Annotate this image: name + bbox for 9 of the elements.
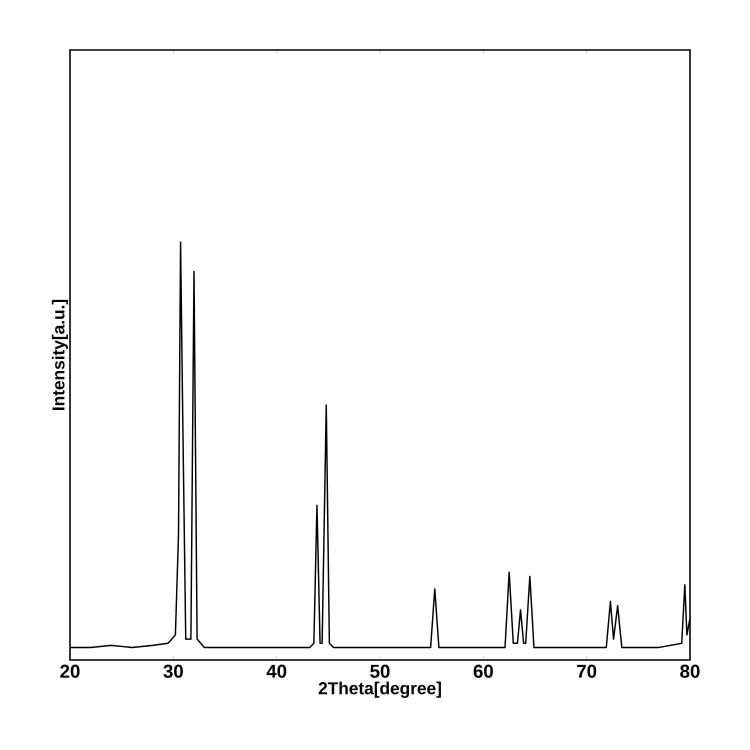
- x-tick-label: 50: [370, 664, 390, 678]
- x-tick-label: 40: [266, 664, 286, 678]
- x-tick-label: 30: [163, 664, 183, 678]
- x-tick-label: 60: [474, 664, 493, 678]
- y-axis-title: Intensity[a.u.]: [52, 300, 68, 410]
- x-tick-label: 20: [60, 664, 80, 678]
- x-axis-title: 2Theta[degree]: [318, 682, 441, 698]
- x-tick-label: 80: [680, 664, 700, 678]
- x-tick-label: 70: [577, 664, 596, 678]
